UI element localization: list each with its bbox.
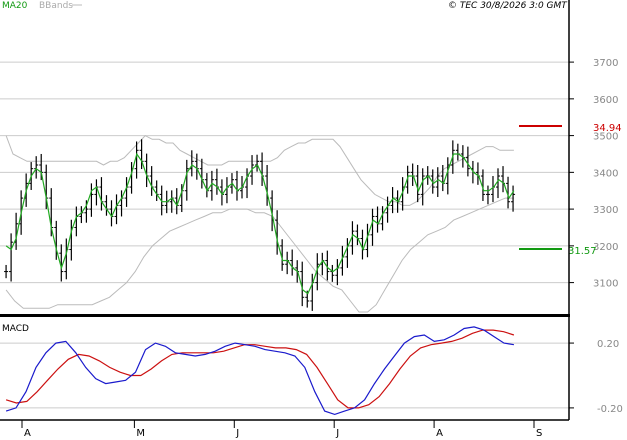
month-label: S bbox=[536, 428, 542, 439]
bb-lower-line bbox=[5, 197, 514, 313]
macd-tick-label: -0.20 bbox=[597, 404, 623, 415]
price-tick-label: 3100 bbox=[593, 279, 618, 290]
ma20-line bbox=[5, 152, 515, 295]
ma20-legend-label: MA20 bbox=[2, 1, 28, 11]
price-tick-label: 3400 bbox=[593, 168, 618, 179]
bollinger-bands bbox=[5, 134, 514, 313]
macd-grid bbox=[0, 342, 569, 409]
bbands-legend-label: BBands bbox=[39, 1, 73, 11]
macd-tick-label: 0.20 bbox=[597, 339, 619, 350]
month-label: A bbox=[436, 428, 443, 439]
month-label: M bbox=[136, 428, 145, 439]
price-axis: 3100 3200 3300 3400 3500 3600 3700 bbox=[569, 58, 618, 290]
macd-line bbox=[5, 326, 514, 416]
price-tick-label: 3500 bbox=[593, 132, 618, 143]
macd-axis: 0.20 -0.20 bbox=[569, 339, 623, 415]
month-label: A bbox=[24, 428, 31, 439]
ma20-line-group bbox=[5, 152, 515, 295]
bb-upper-line bbox=[5, 134, 514, 206]
price-tick-label: 3700 bbox=[593, 58, 618, 69]
price-grid bbox=[0, 61, 569, 284]
macd-lines bbox=[5, 326, 515, 416]
support-value: 31.57 bbox=[568, 246, 597, 257]
panel-separator bbox=[0, 314, 570, 317]
signal-line bbox=[5, 329, 515, 409]
copyright-label: © TEC 30/8/2026 3:0 GMT bbox=[448, 1, 568, 11]
price-tick-label: 3200 bbox=[593, 242, 618, 253]
month-label: J bbox=[235, 428, 239, 439]
month-label: J bbox=[335, 428, 339, 439]
price-tick-label: 3600 bbox=[593, 95, 618, 106]
price-tick-label: 3300 bbox=[593, 205, 618, 216]
resistance-value: 34.94 bbox=[593, 123, 622, 134]
price-ohlc-bars bbox=[4, 139, 516, 311]
macd-panel-label: MACD bbox=[2, 324, 29, 334]
